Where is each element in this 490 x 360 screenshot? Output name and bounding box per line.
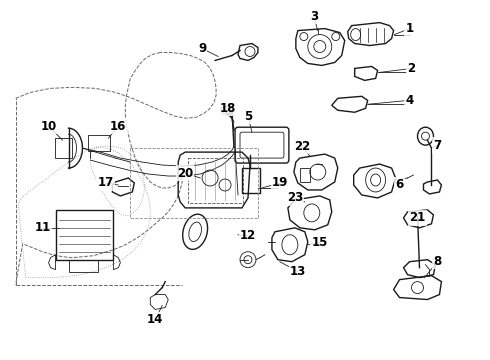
Text: 12: 12 bbox=[240, 229, 256, 242]
Text: 15: 15 bbox=[312, 236, 328, 249]
Text: 7: 7 bbox=[433, 139, 441, 152]
Bar bbox=[55, 210, 113, 260]
Text: 18: 18 bbox=[220, 102, 236, 115]
Bar bbox=[54, 138, 73, 158]
Bar bbox=[300, 168, 310, 182]
Text: 5: 5 bbox=[244, 110, 252, 123]
Text: 11: 11 bbox=[34, 221, 50, 234]
Text: 22: 22 bbox=[294, 140, 310, 153]
Text: 20: 20 bbox=[177, 167, 193, 180]
Bar bbox=[69, 260, 98, 272]
Text: 1: 1 bbox=[405, 22, 414, 35]
Text: 16: 16 bbox=[110, 120, 126, 133]
Bar bbox=[188, 158, 243, 203]
Text: 14: 14 bbox=[147, 313, 164, 326]
Bar bbox=[242, 168, 260, 193]
Text: 6: 6 bbox=[395, 179, 404, 192]
Text: 17: 17 bbox=[98, 176, 114, 189]
Text: 10: 10 bbox=[41, 120, 57, 133]
Bar bbox=[89, 135, 110, 151]
Text: 3: 3 bbox=[310, 10, 318, 23]
Text: 23: 23 bbox=[287, 192, 303, 204]
Text: 4: 4 bbox=[405, 94, 414, 107]
Text: 13: 13 bbox=[290, 265, 306, 278]
Text: 9: 9 bbox=[198, 42, 206, 55]
Text: 21: 21 bbox=[409, 211, 426, 224]
Text: 8: 8 bbox=[433, 255, 441, 268]
Text: 19: 19 bbox=[272, 176, 288, 189]
Text: 2: 2 bbox=[408, 62, 416, 75]
